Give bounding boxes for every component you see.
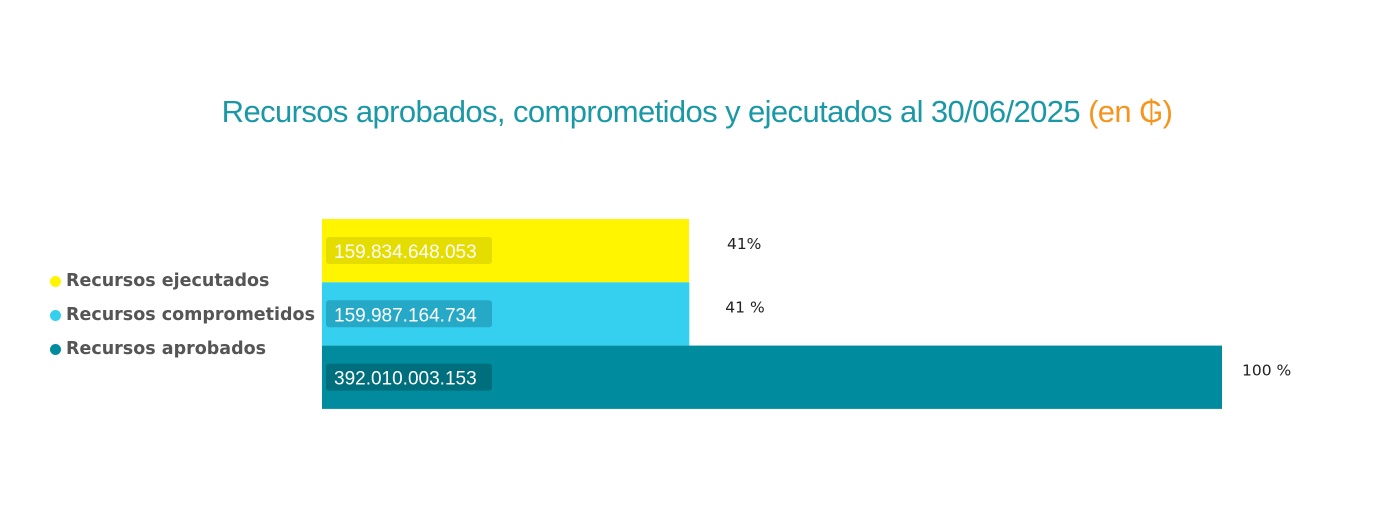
bar-value-label-bg-comprometidos	[326, 300, 492, 328]
legend-dot-comprometidos	[50, 309, 61, 321]
chart-legend: Recursos ejecutados Recursos comprometid…	[50, 264, 320, 366]
bar-percent-label-comprometidos: 41 %	[725, 298, 764, 316]
chart-title: Recursos aprobados, comprometidos y ejec…	[0, 94, 1394, 130]
bar-percent-label-ejecutados: 41%	[727, 235, 761, 253]
legend-item-ejecutados[interactable]: Recursos ejecutados	[50, 264, 320, 298]
bar-value-label-ejecutados: 159.834.648.053	[334, 242, 477, 263]
legend-label-aprobados: Recursos aprobados	[66, 339, 267, 359]
bar-value-label-bg-aprobados	[326, 363, 492, 391]
bar-value-label-bg-ejecutados	[326, 237, 492, 264]
bar-value-label-comprometidos: 159.987.164.734	[334, 305, 477, 326]
chart-title-main: Recursos aprobados, comprometidos y ejec…	[221, 94, 1081, 129]
bar-percent-label-aprobados: 100 %	[1242, 362, 1291, 380]
legend-label-comprometidos: Recursos comprometidos	[66, 305, 315, 325]
legend-item-comprometidos[interactable]: Recursos comprometidos	[50, 298, 320, 332]
legend-item-aprobados[interactable]: Recursos aprobados	[50, 332, 320, 366]
legend-dot-ejecutados	[50, 275, 61, 287]
legend-dot-aprobados	[50, 343, 61, 355]
legend-label-ejecutados: Recursos ejecutados	[66, 271, 270, 291]
chart-title-unit: (en ₲)	[1088, 94, 1173, 129]
bar-value-label-aprobados: 392.010.003.153	[334, 369, 477, 390]
